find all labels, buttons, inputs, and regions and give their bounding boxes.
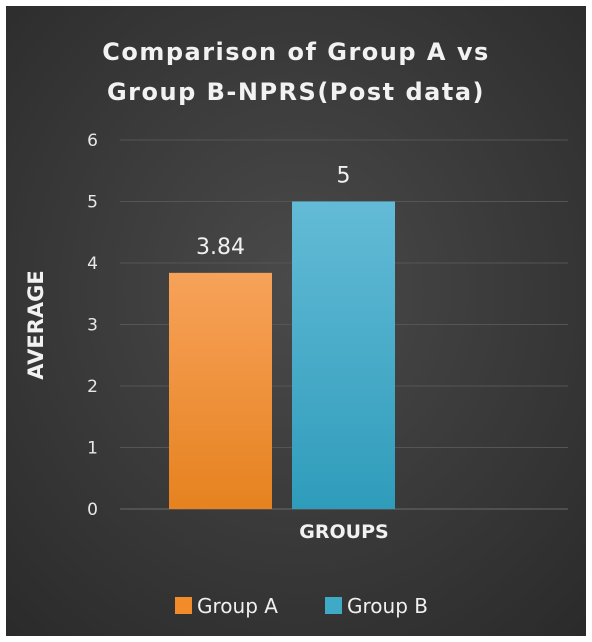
chart-title-line-2: Group B-NPRS(Post data) — [107, 78, 485, 106]
y-tick-label-5: 5 — [87, 193, 98, 213]
legend-swatch-group-b — [325, 597, 342, 614]
y-axis-ticks: 0 1 2 3 4 5 6 — [87, 131, 98, 520]
data-label-group-a: 3.84 — [196, 235, 245, 260]
y-tick-label-3: 3 — [87, 316, 98, 336]
y-tick-label-0: 0 — [87, 500, 98, 520]
y-tick-label-2: 2 — [87, 377, 98, 397]
data-label-group-b: 5 — [337, 164, 351, 189]
y-tick-label-4: 4 — [87, 254, 98, 274]
bars — [169, 201, 395, 509]
legend-label-group-a: Group A — [197, 594, 278, 618]
data-labels: 3.84 5 — [196, 164, 350, 260]
y-tick-label-6: 6 — [87, 131, 98, 151]
y-axis-label: AVERAGE — [24, 270, 48, 379]
legend-swatch-group-a — [175, 597, 192, 614]
x-axis-label: GROUPS — [299, 521, 388, 543]
bar-group-a — [169, 272, 272, 509]
chart-title-line-1: Comparison of Group A vs — [102, 38, 490, 66]
legend: Group A Group B — [175, 594, 428, 618]
y-tick-label-1: 1 — [87, 439, 98, 459]
legend-label-group-b: Group B — [347, 594, 428, 618]
bar-group-b — [292, 201, 395, 509]
